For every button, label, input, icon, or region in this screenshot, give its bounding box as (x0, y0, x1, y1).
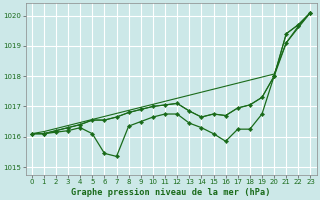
X-axis label: Graphe pression niveau de la mer (hPa): Graphe pression niveau de la mer (hPa) (71, 188, 271, 197)
